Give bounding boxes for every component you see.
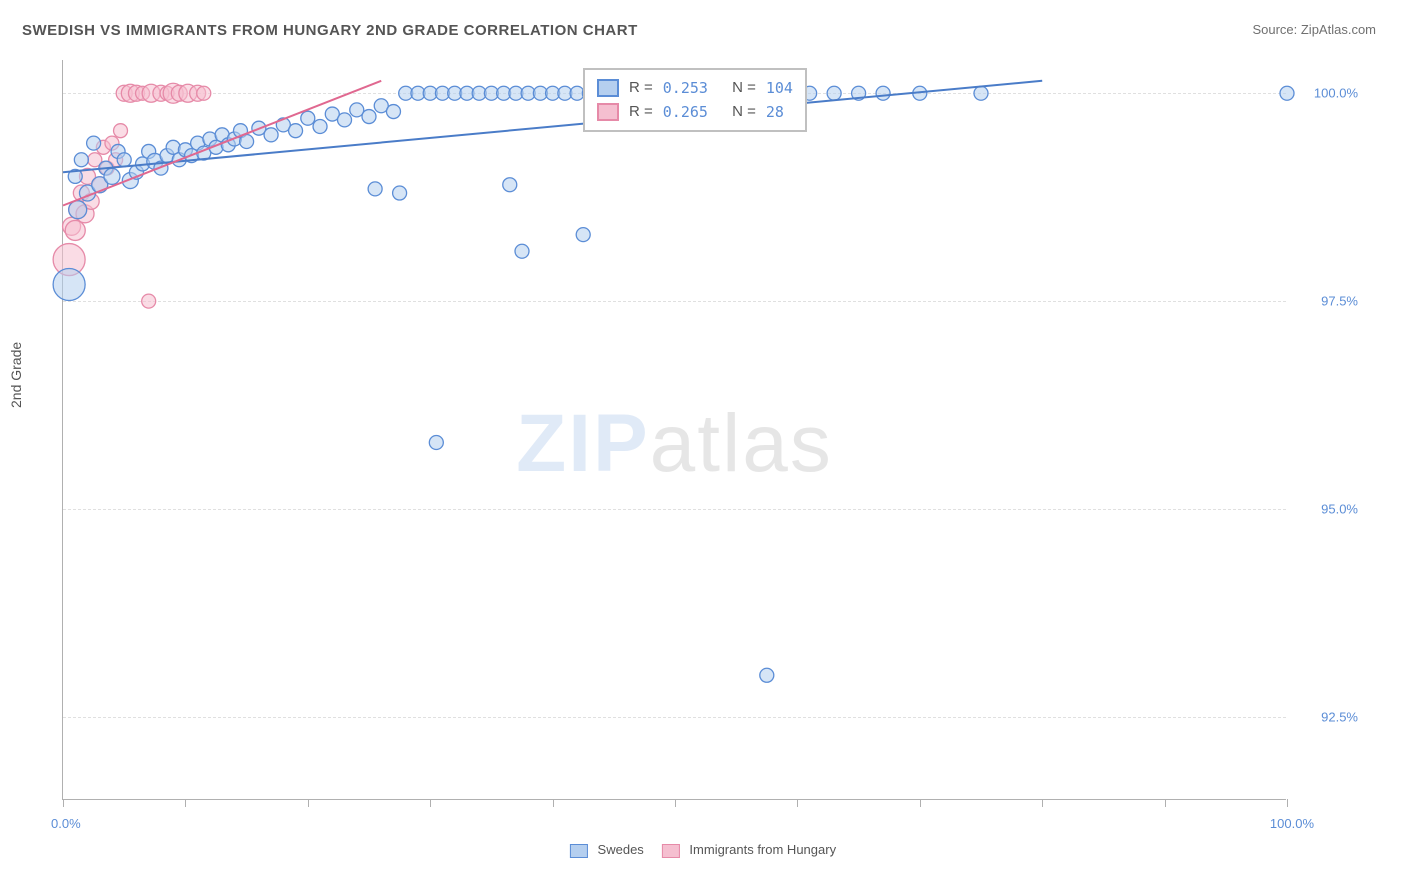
y-tick-label: 97.5% — [1302, 294, 1358, 309]
x-tick — [1287, 799, 1288, 807]
scatter-point — [1280, 86, 1294, 100]
chart-title: SWEDISH VS IMMIGRANTS FROM HUNGARY 2ND G… — [22, 22, 638, 39]
legend-item-swedes: Swedes — [570, 842, 644, 858]
scatter-point — [876, 86, 890, 100]
scatter-point — [65, 220, 85, 240]
scatter-point — [576, 228, 590, 242]
scatter-point — [69, 201, 87, 219]
scatter-point — [142, 294, 156, 308]
x-tick-label-first: 0.0% — [51, 816, 81, 831]
scatter-point — [503, 178, 517, 192]
x-tick — [1042, 799, 1043, 807]
scatter-point — [313, 120, 327, 134]
x-tick — [553, 799, 554, 807]
r-value-hungary: 0.265 — [663, 100, 708, 124]
x-tick-label-last: 100.0% — [1270, 816, 1314, 831]
stats-swatch-hungary — [597, 103, 619, 121]
scatter-point — [386, 105, 400, 119]
n-label: N = — [732, 100, 756, 124]
stats-row-hungary: R = 0.265 N = 28 — [597, 100, 793, 124]
scatter-point — [289, 124, 303, 138]
scatter-point — [338, 113, 352, 127]
scatter-point — [114, 124, 128, 138]
y-tick-label: 100.0% — [1302, 86, 1358, 101]
y-tick-label: 95.0% — [1302, 501, 1358, 516]
scatter-point — [429, 435, 443, 449]
n-label: N = — [732, 76, 756, 100]
scatter-point — [974, 86, 988, 100]
r-label: R = — [629, 76, 653, 100]
n-value-hungary: 28 — [766, 100, 784, 124]
legend-swatch-swedes — [570, 844, 588, 858]
chart-svg — [63, 60, 1287, 800]
x-tick — [185, 799, 186, 807]
x-tick — [675, 799, 676, 807]
scatter-point — [301, 111, 315, 125]
scatter-point — [827, 86, 841, 100]
legend-item-hungary: Immigrants from Hungary — [662, 842, 836, 858]
scatter-point — [197, 86, 211, 100]
x-tick — [308, 799, 309, 807]
legend-swatch-hungary — [662, 844, 680, 858]
x-tick — [430, 799, 431, 807]
scatter-point — [515, 244, 529, 258]
y-tick-label: 92.5% — [1302, 709, 1358, 724]
bottom-legend: Swedes Immigrants from Hungary — [570, 842, 836, 858]
plot-area: ZIPatlas 92.5%95.0%97.5%100.0% R = 0.253… — [62, 60, 1286, 800]
scatter-point — [53, 268, 85, 300]
legend-label-swedes: Swedes — [598, 842, 644, 857]
x-tick — [797, 799, 798, 807]
scatter-point — [104, 168, 120, 184]
x-tick — [63, 799, 64, 807]
scatter-point — [264, 128, 278, 142]
scatter-point — [393, 186, 407, 200]
scatter-point — [117, 153, 131, 167]
scatter-point — [240, 134, 254, 148]
scatter-point — [760, 668, 774, 682]
r-label: R = — [629, 100, 653, 124]
scatter-point — [74, 153, 88, 167]
stats-legend: R = 0.253 N = 104 R = 0.265 N = 28 — [583, 68, 807, 132]
n-value-swedes: 104 — [766, 76, 793, 100]
stats-row-swedes: R = 0.253 N = 104 — [597, 76, 793, 100]
legend-label-hungary: Immigrants from Hungary — [689, 842, 836, 857]
scatter-point — [368, 182, 382, 196]
r-value-swedes: 0.253 — [663, 76, 708, 100]
stats-swatch-swedes — [597, 79, 619, 97]
source-label: Source: ZipAtlas.com — [1252, 22, 1376, 37]
scatter-point — [166, 140, 180, 154]
y-axis-label: 2nd Grade — [8, 342, 24, 408]
scatter-point — [362, 110, 376, 124]
scatter-point — [87, 136, 101, 150]
x-tick — [1165, 799, 1166, 807]
x-tick — [920, 799, 921, 807]
